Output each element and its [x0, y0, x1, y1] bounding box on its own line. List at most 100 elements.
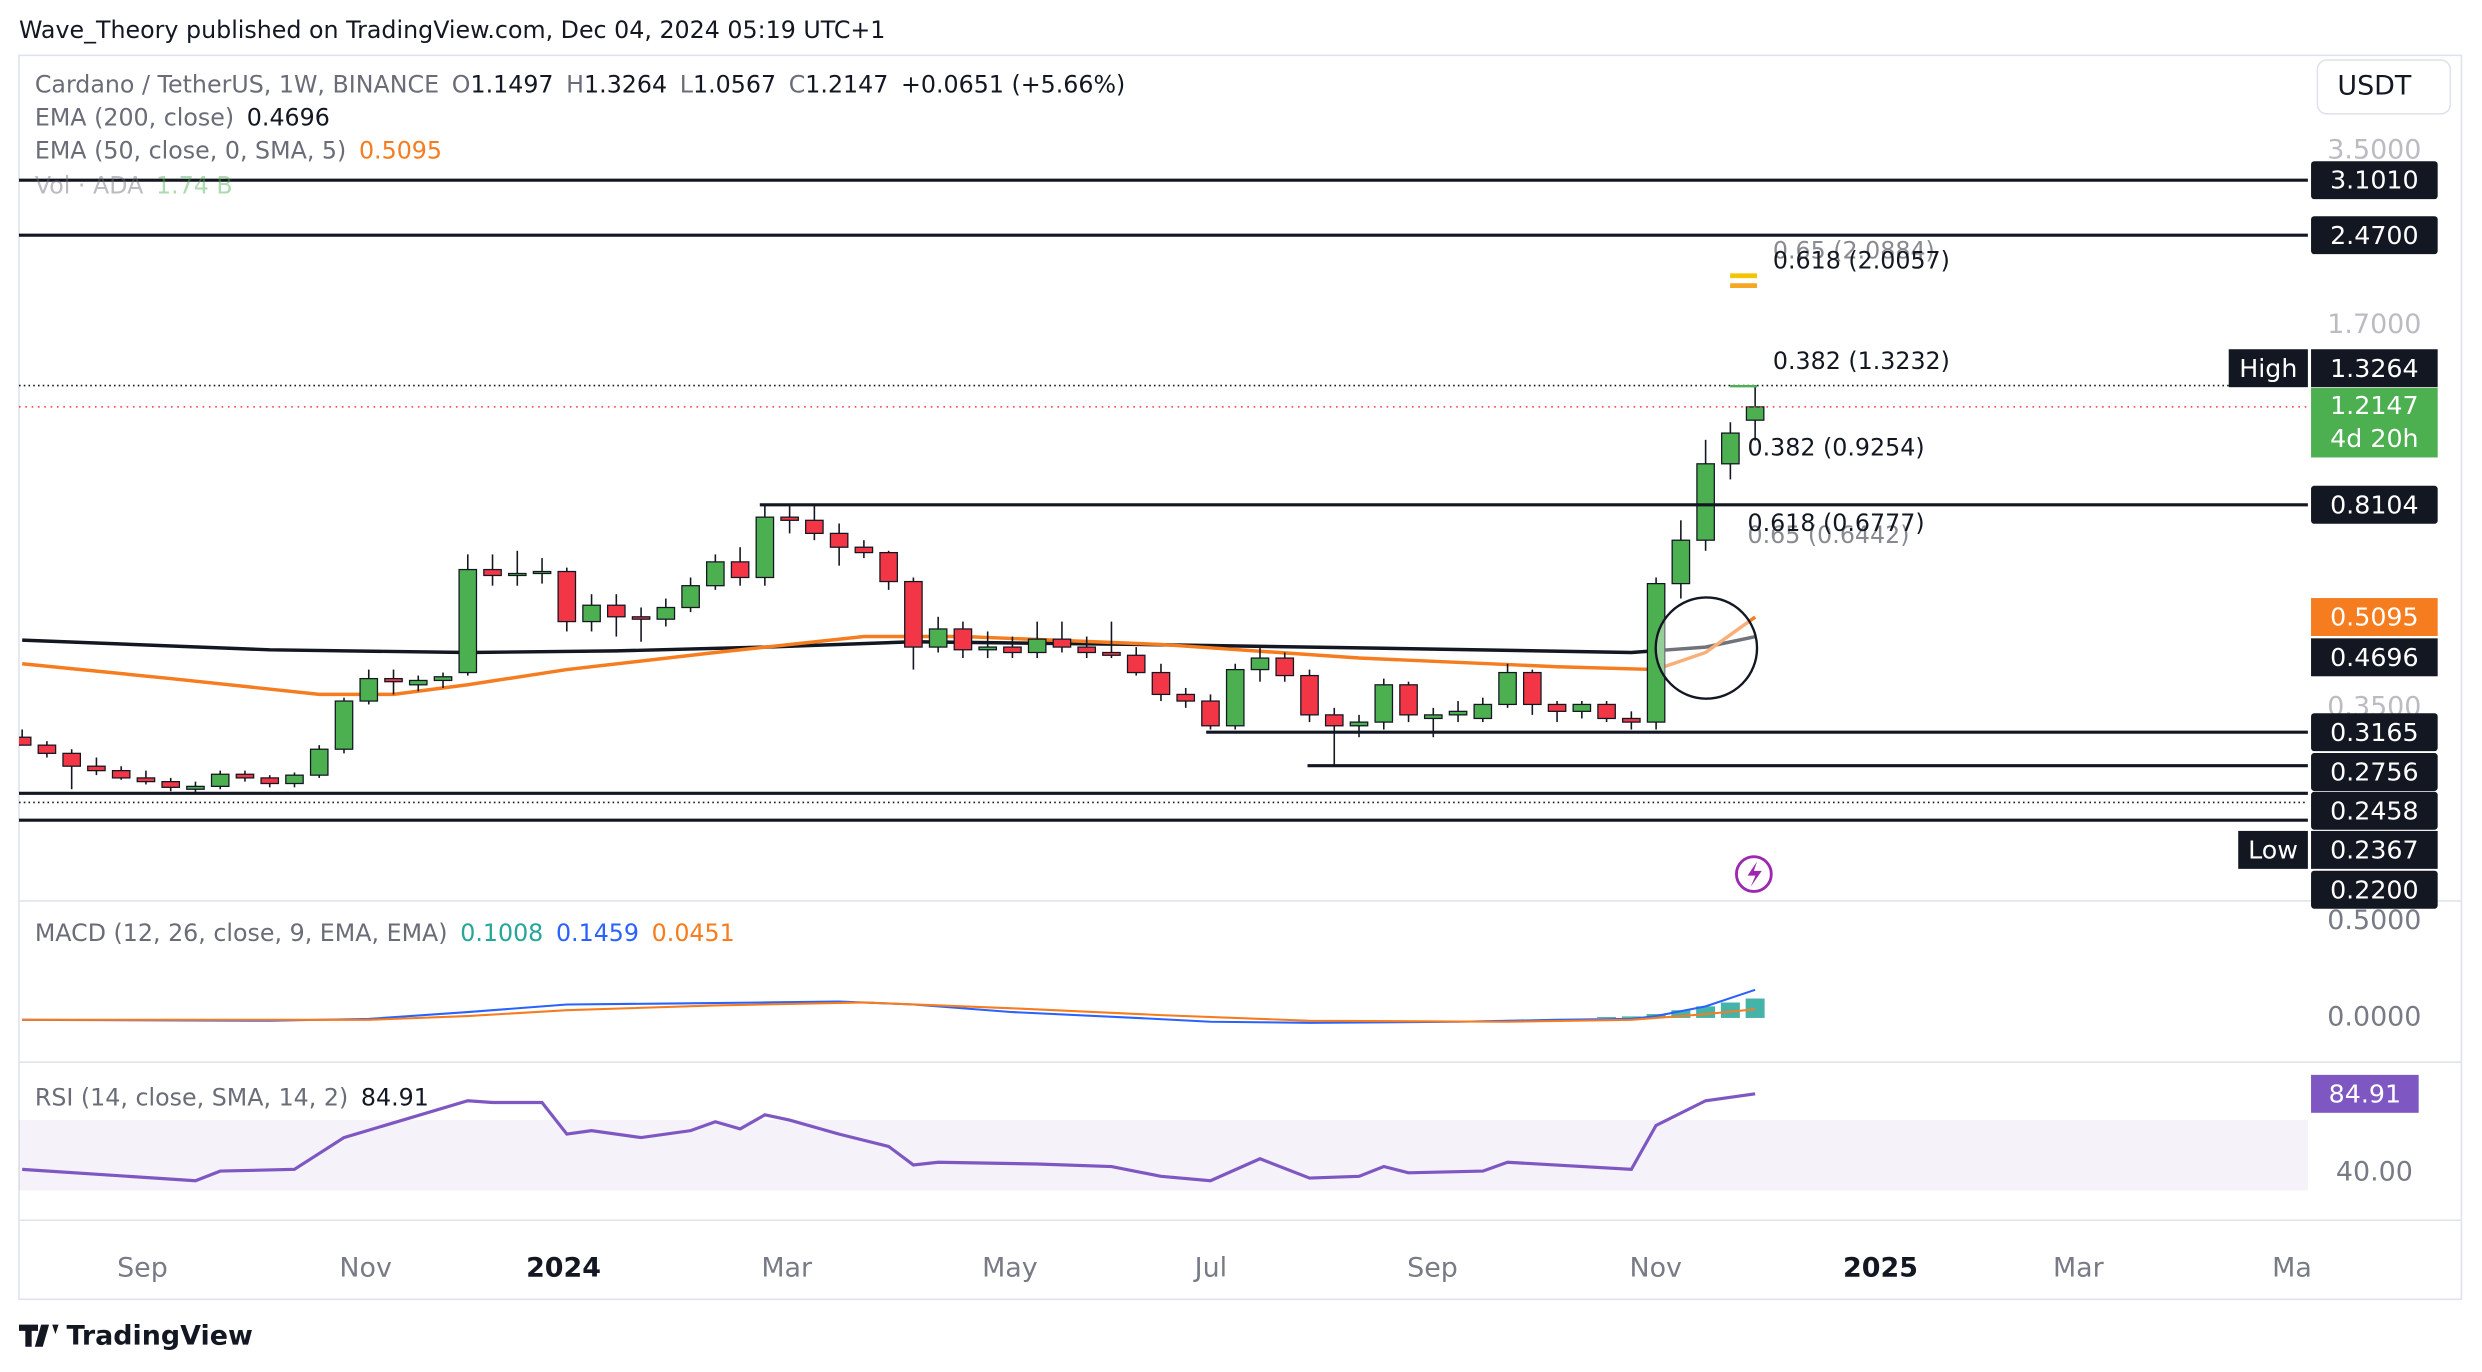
macd-histogram-bar [1671, 1010, 1691, 1018]
publish-header: Wave_Theory published on TradingView.com… [19, 16, 885, 44]
candle-body [1696, 463, 1715, 541]
candle-body [1102, 651, 1121, 656]
macd-tick-label: 0.0000 [2327, 1001, 2421, 1032]
candle-body [1225, 668, 1245, 727]
ema-value: 0.4696 [2330, 643, 2419, 672]
candle-body [681, 585, 700, 609]
ohlc-label: L [680, 70, 694, 98]
candle-body [458, 568, 478, 674]
legend-volume: Vol · ADA 1.74 B [35, 171, 233, 199]
price-label: 0.2200 [2330, 875, 2419, 904]
candle-body [1721, 432, 1740, 465]
candle-body [1126, 654, 1146, 674]
candle-body [136, 777, 156, 783]
currency-button[interactable] [2316, 59, 2452, 115]
price-label: 2.4700 [2330, 221, 2419, 250]
candle-body [210, 773, 230, 787]
candle-body [309, 748, 329, 776]
x-tick-label: Ma [2272, 1253, 2312, 1284]
candle-body [1300, 674, 1319, 716]
y-tick-label: 1.7000 [2327, 309, 2421, 340]
last-value: 1.2147 [2330, 391, 2419, 420]
candle-body [904, 580, 923, 648]
candle-body [1151, 671, 1171, 696]
candle-body [1052, 638, 1072, 648]
ohlc-label: H [566, 70, 584, 98]
macd-histogram-bar [1720, 1002, 1740, 1018]
candle-body [606, 604, 626, 618]
ema-box [2311, 598, 2438, 637]
low-tag-label: Low [2248, 835, 2298, 864]
macd-legend-value: 0.1459 [556, 919, 639, 947]
low-value: 0.2367 [2330, 835, 2419, 864]
rsi-box [2311, 1074, 2419, 1113]
candle-body [631, 616, 651, 620]
candle-body [161, 780, 181, 788]
macd-histogram-bar [1745, 998, 1765, 1018]
high-box [2311, 349, 2438, 388]
highlight-circle [1654, 596, 1759, 700]
ema-name: EMA (200, close) [35, 103, 234, 131]
ema-box [2311, 638, 2438, 677]
x-tick-label: May [982, 1253, 1038, 1284]
candle-body [1003, 646, 1022, 654]
x-tick-label: 2024 [526, 1253, 601, 1284]
candle-body [1399, 684, 1418, 716]
candle-body [1448, 710, 1468, 716]
candle-body [384, 677, 403, 683]
candle-body [260, 777, 280, 785]
rsi-line [22, 1092, 1756, 1183]
rsi-band [18, 1120, 2308, 1191]
candle-body [780, 516, 799, 521]
candle-body [1077, 646, 1097, 654]
ema-legend-value: 0.4696 [247, 103, 330, 131]
currency-label[interactable]: USDT [2337, 70, 2411, 101]
candle-body [953, 628, 973, 651]
legend-main: Cardano / TetherUS, 1W, BINANCE O1.1497 H1… [35, 70, 1126, 98]
candle-body [1745, 406, 1765, 421]
candle-body [334, 700, 354, 750]
x-tick-label: Jul [1193, 1253, 1227, 1284]
candle-body [1423, 714, 1443, 720]
legend-rsi: RSI (14, close, SMA, 14, 2) 84.91 [35, 1083, 429, 1111]
candle-body [928, 628, 948, 648]
macd-histogram-bar [1696, 1006, 1716, 1018]
fib-label: 0.618 (0.6777) [1748, 509, 1925, 537]
candle-body [656, 606, 676, 620]
candle-body [1671, 539, 1691, 585]
event-icon-bolt [1747, 861, 1762, 887]
legend-ema: EMA (50, close, 0, SMA, 5) 0.5095 [35, 136, 442, 164]
candle-body [1275, 657, 1295, 677]
price-label: 0.2756 [2330, 758, 2419, 787]
fib-label: 0.65 (2.0884) [1773, 237, 1935, 265]
candle-body [730, 561, 750, 579]
fib-label: 0.618 (2.0057) [1773, 246, 1950, 274]
candle-body [854, 546, 874, 554]
x-tick-label: Nov [1629, 1253, 1682, 1284]
high-tag-label: High [2239, 354, 2297, 383]
legend-ema: EMA (200, close) 0.4696 [35, 103, 330, 131]
legend-change: +0.0651 (+5.66%) [901, 70, 1125, 98]
event-icon[interactable] [1735, 855, 1773, 893]
candle-body [111, 770, 131, 779]
candle-body [1572, 703, 1592, 712]
candle-body [1027, 638, 1047, 654]
ema-line [21, 615, 1757, 697]
countdown: 4d 20h [2330, 424, 2418, 453]
rsi-legend-value: 84.91 [361, 1083, 429, 1111]
fib-label: 0.382 (0.9254) [1748, 433, 1925, 461]
logo [18, 1324, 59, 1347]
candle-body [582, 604, 601, 623]
candle-body [483, 568, 502, 577]
ohlc-value: 1.0567 [693, 70, 776, 98]
last-box [2311, 387, 2438, 458]
low-tag [2238, 830, 2308, 869]
candle-body [1498, 671, 1517, 706]
price-label: 0.3165 [2330, 718, 2419, 747]
low-box [2311, 830, 2438, 869]
candle-body [285, 774, 304, 785]
rsi-name: RSI (14, close, SMA, 14, 2) [35, 1083, 348, 1111]
x-tick-label: Nov [339, 1253, 392, 1284]
candle-body [1473, 703, 1493, 720]
